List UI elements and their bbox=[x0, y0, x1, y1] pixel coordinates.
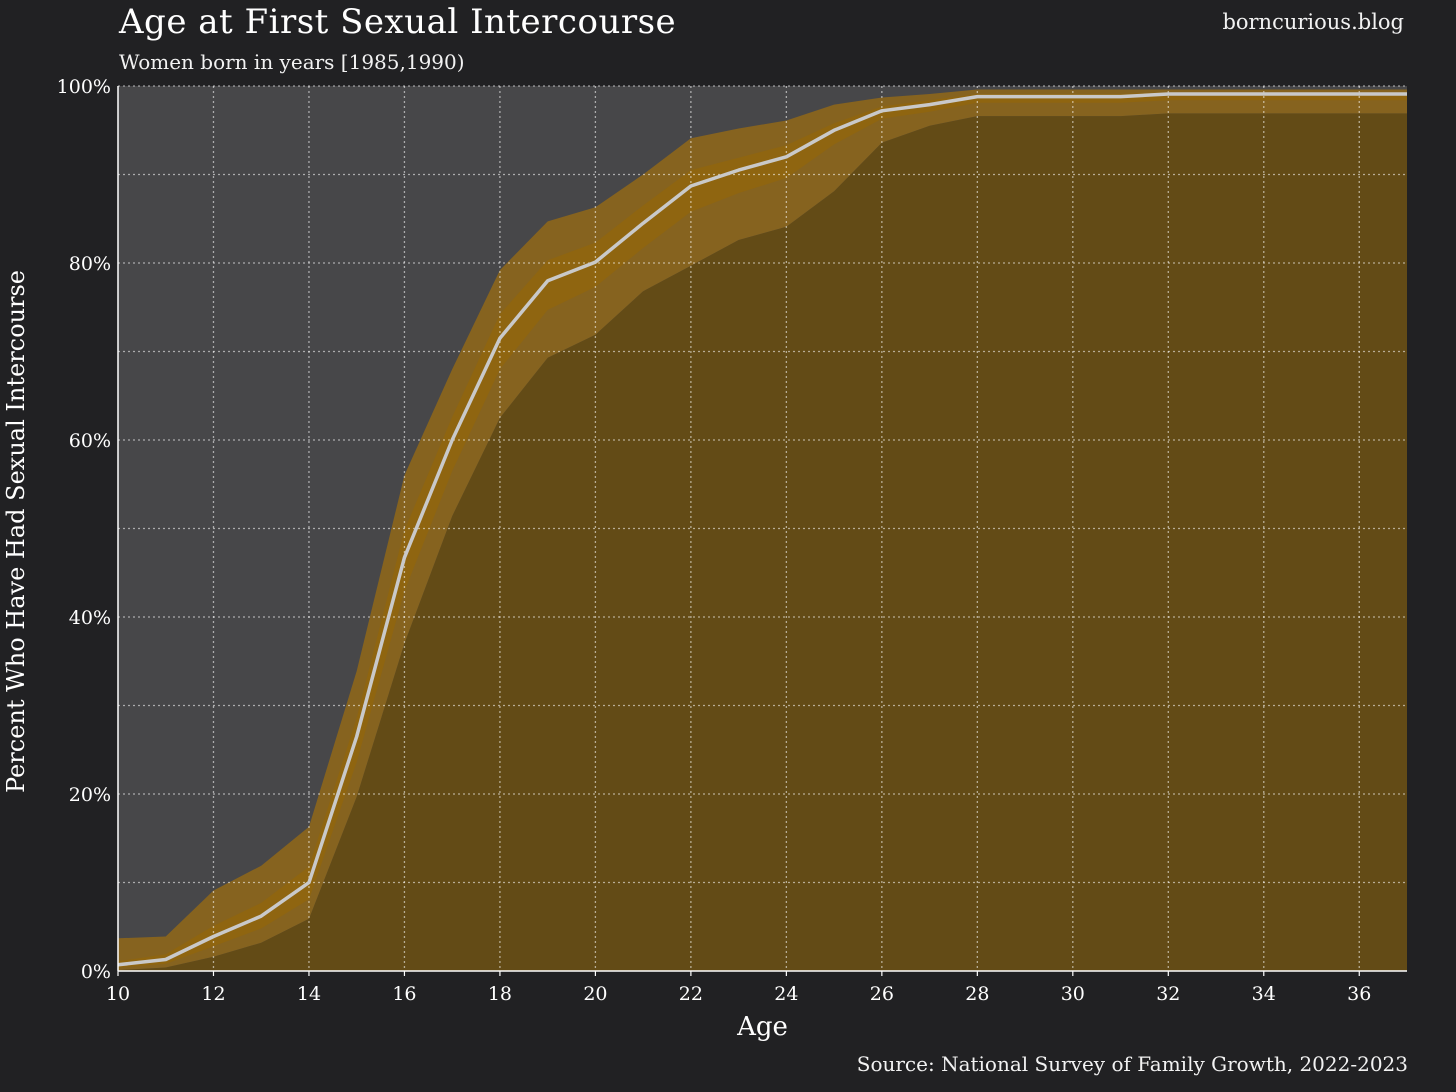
x-tick-label: 14 bbox=[297, 983, 321, 1005]
y-tick-label: 60% bbox=[69, 430, 111, 452]
axes bbox=[117, 86, 1407, 972]
x-axis-label: Age bbox=[736, 1012, 788, 1042]
x-tick-labels: 10 12 14 16 18 20 22 24 26 28 30 32 34 36 bbox=[106, 971, 1371, 1005]
y-tick-label: 100% bbox=[57, 76, 111, 98]
y-axis-label: Percent Who Have Had Sexual Intercourse bbox=[2, 270, 30, 793]
y-tick-label: 20% bbox=[69, 784, 111, 806]
y-tick-label: 80% bbox=[69, 253, 111, 275]
brand-label: borncurious.blog bbox=[1222, 10, 1404, 34]
x-tick-label: 20 bbox=[583, 983, 607, 1005]
chart-subtitle: Women born in years [1985,1990) bbox=[119, 50, 465, 74]
x-tick-label: 34 bbox=[1252, 983, 1276, 1005]
estimate-line-group bbox=[117, 92, 1407, 967]
x-tick-label: 18 bbox=[488, 983, 512, 1005]
y-tick-label: 0% bbox=[81, 961, 111, 983]
y-tick-labels: 0% 20% 40% 60% 80% 100% bbox=[57, 76, 111, 983]
estimate-line bbox=[117, 92, 1407, 967]
x-tick-label: 24 bbox=[774, 983, 798, 1005]
y-tick-label: 40% bbox=[69, 607, 111, 629]
chart-fills bbox=[118, 89, 1407, 971]
x-tick-label: 26 bbox=[870, 983, 894, 1005]
chart-title: Age at First Sexual Intercourse bbox=[119, 2, 677, 42]
outer-confidence-band bbox=[118, 89, 1407, 971]
source-note: Source: National Survey of Family Growth… bbox=[856, 1052, 1408, 1076]
x-tick-label: 12 bbox=[201, 983, 225, 1005]
x-tick-label: 28 bbox=[965, 983, 989, 1005]
x-tick-label: 32 bbox=[1156, 983, 1180, 1005]
x-tick-label: 22 bbox=[679, 983, 703, 1005]
x-tick-label: 16 bbox=[392, 983, 416, 1005]
area-below-band bbox=[118, 113, 1407, 971]
x-tick-label: 36 bbox=[1347, 983, 1371, 1005]
x-tick-label: 10 bbox=[106, 983, 130, 1005]
x-tick-label: 30 bbox=[1061, 983, 1085, 1005]
